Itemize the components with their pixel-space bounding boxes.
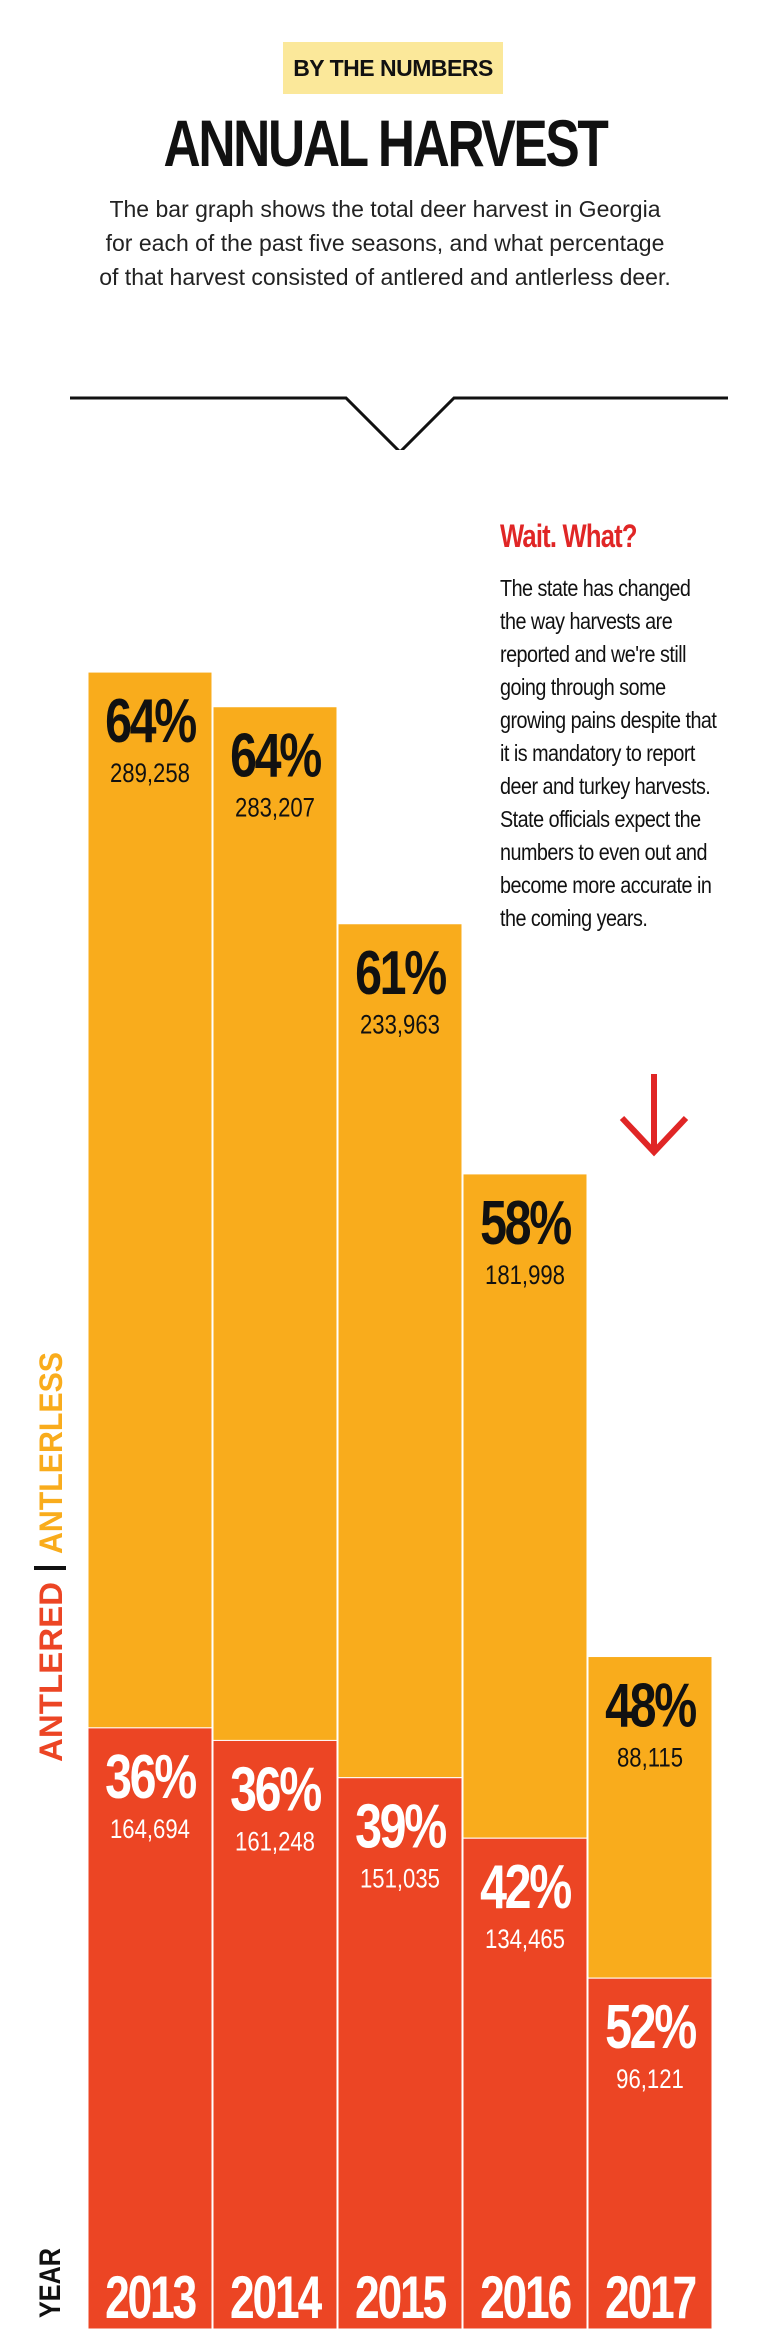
note-line: become more accurate in [500,872,712,898]
note-line: going through some [500,674,666,700]
section-divider [70,396,728,450]
year-tick-label: 2017 [605,2265,696,2329]
intro-line: The bar graph shows the total deer harve… [109,196,661,222]
legend-separator [34,1566,66,1570]
note-line: it is mandatory to report [500,740,695,766]
percent-label: 64% [230,721,321,790]
down-arrow-icon [619,1074,689,1157]
value-label: 134,465 [485,1925,565,1955]
note-line: deer and turkey harvests. [500,773,711,799]
legend-antlered: ANTLERED [33,1582,69,1762]
bar-antlered [587,1977,713,2329]
percent-label: 58% [480,1188,571,1257]
divider-chevron [70,396,728,450]
bar-antlerless [337,923,463,1779]
percent-label: 64% [105,686,196,755]
value-label: 283,207 [235,794,315,824]
note-line: the way harvests are [500,608,673,634]
bar-antlerless [212,706,338,1741]
intro-text: The bar graph shows the total deer harve… [60,192,710,294]
note-line: growing pains despite that [500,707,717,733]
intro-line: for each of the past five seasons, and w… [105,230,665,256]
value-label: 181,998 [485,1261,565,1291]
percent-label: 36% [105,1742,196,1811]
bar-antlerless [462,1173,588,1839]
year-tick-label: 2013 [105,2265,196,2329]
note-line: reported and we're still [500,641,687,667]
note-line: numbers to even out and [500,839,707,865]
note-line: The state has changed [500,575,691,601]
value-label: 96,121 [616,2065,684,2095]
percent-label: 61% [355,938,446,1007]
bar-antlered [337,1777,463,2329]
year-tick-label: 2014 [230,2265,323,2329]
percent-label: 52% [605,1992,696,2061]
note-title: Wait. What? [500,518,638,554]
bar-antlered [462,1837,588,2329]
value-label: 233,963 [360,1011,440,1041]
percent-label: 48% [605,1671,696,1740]
value-label: 289,258 [110,759,190,789]
note-line: State officials expect the [500,806,701,832]
kicker-badge: BY THE NUMBERS [283,42,503,94]
year-tick-label: 2016 [480,2265,571,2329]
bar-antlerless [587,1656,713,1979]
page-title: ANNUAL HARVEST [163,106,608,180]
legend-antlerless: ANTLERLESS [33,1352,69,1554]
value-label: 151,035 [360,1865,440,1895]
percent-label: 36% [230,1755,321,1824]
note-body: The state has changed the way harvests a… [500,572,717,935]
intro-line: of that harvest consisted of antlered an… [99,264,671,290]
bar-antlered [87,1727,213,2329]
note-line: the coming years. [500,905,648,931]
bar-antlered [212,1739,338,2329]
percent-label: 42% [480,1852,571,1921]
value-label: 164,694 [110,1815,190,1845]
legend: ANTLERED ANTLERLESS [33,1352,69,1762]
year-tick-label: 2015 [355,2265,446,2329]
value-label: 161,248 [235,1827,315,1857]
x-axis-label: YEAR [34,2248,67,2318]
percent-label: 39% [355,1792,446,1861]
value-label: 88,115 [617,1744,683,1774]
bar-antlerless [87,671,213,1729]
